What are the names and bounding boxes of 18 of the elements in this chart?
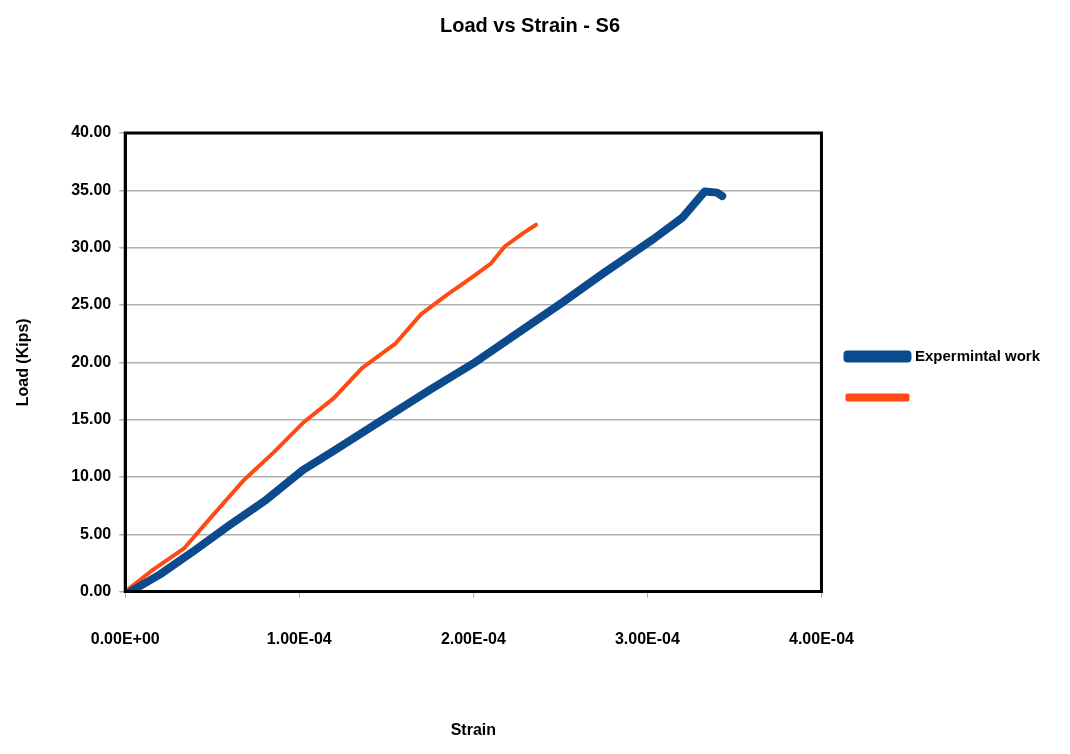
chart-title: Load vs Strain - S6 [439,13,621,36]
y-tick-label: 25.00 [71,295,112,313]
x-tick-label: 4.00E-04 [788,629,855,647]
y-tick-label: 35.00 [71,180,112,198]
y-axis-title: Load (Kips) [14,318,32,407]
y-tick-label: 15.00 [71,410,112,428]
y-tick-label: 10.00 [71,467,112,485]
y-tick-label: 0.00 [80,582,112,600]
y-tick-label: 30.00 [71,238,112,256]
x-tick-label: 2.00E-04 [440,629,506,647]
x-tick-label: 0.00E+00 [90,629,160,647]
y-tick-label: 40.00 [71,123,112,141]
x-axis-title: Strain [450,720,497,738]
x-tick-label: 1.00E-04 [266,629,332,647]
y-tick-label: 20.00 [71,352,112,370]
x-tick-label: 3.00E-04 [614,629,680,647]
legend-label: Expermintal work [914,346,1041,364]
y-tick-label: 5.00 [80,524,112,542]
